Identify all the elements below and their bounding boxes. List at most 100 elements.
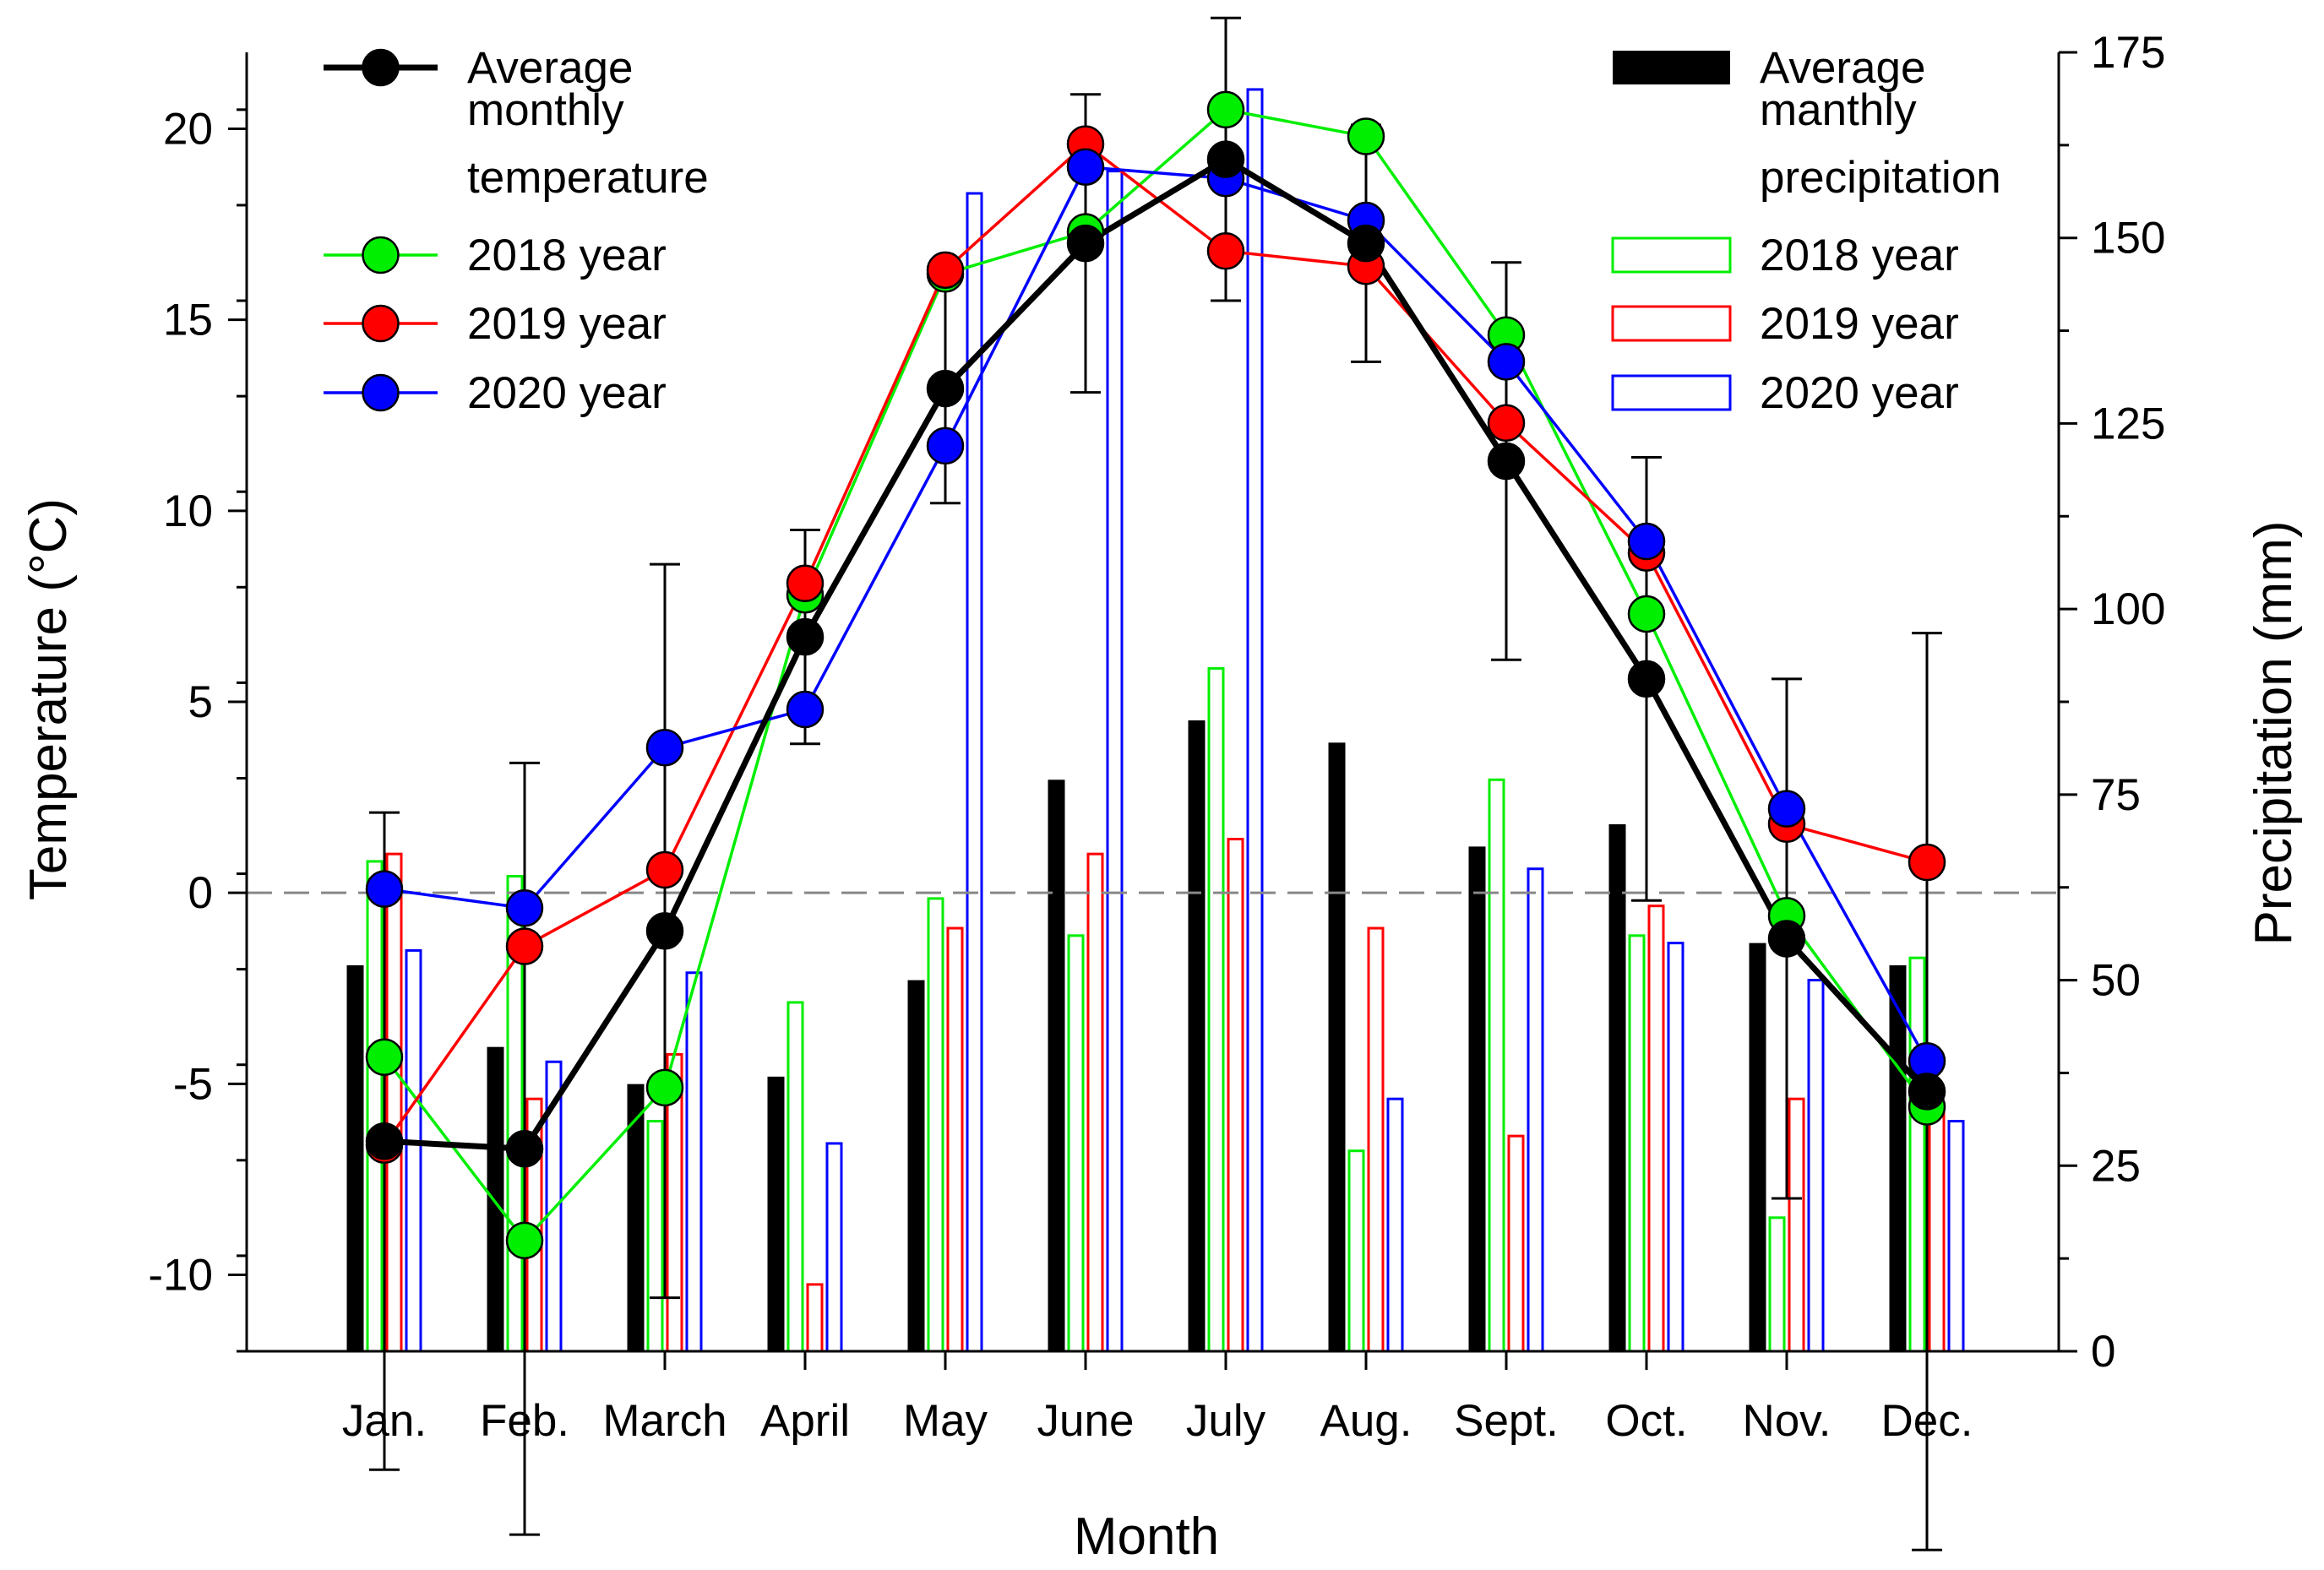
x-tick-label: April <box>760 1396 850 1446</box>
precipitation-bar <box>1928 1105 1946 1353</box>
temperature-lines <box>365 16 1946 1551</box>
precipitation-bar <box>806 1283 824 1353</box>
legend-bar-symbol <box>1611 374 1732 411</box>
temperature-point <box>365 1122 404 1160</box>
precipitation-bar <box>1647 905 1665 1353</box>
precipitation-bar <box>1086 852 1104 1353</box>
temperature-point <box>1627 522 1666 561</box>
temperature-point <box>1627 660 1666 698</box>
x-tick-label: Jan. <box>342 1396 427 1446</box>
temperature-point <box>926 369 965 408</box>
y-left-tick-label: 15 <box>163 296 213 345</box>
legend-marker-symbol <box>362 304 400 343</box>
precipitation-bar <box>767 1076 785 1351</box>
temperature-point <box>365 870 404 908</box>
temperature-point <box>1347 224 1385 263</box>
temperature-point <box>926 251 965 290</box>
precipitation-bar <box>1667 942 1684 1353</box>
temperature-point <box>1487 404 1526 443</box>
precipitation-bar <box>825 1142 843 1353</box>
temperature-point <box>505 1221 544 1260</box>
precipitation-bar <box>1628 934 1646 1353</box>
x-tick-label: Aug. <box>1320 1396 1412 1446</box>
precipitation-bar <box>1328 742 1346 1351</box>
legend-bar-symbol <box>1611 236 1732 274</box>
precipitation-bar <box>1386 1097 1404 1353</box>
y-axis-left-title: Temperature (°C) <box>19 498 78 900</box>
temperature-line <box>383 107 1929 1243</box>
axes: -10 -5 0 5 10 15 20 0 25 50 75 100 125 150 175 Jan. Feb.… <box>148 28 2165 1446</box>
precipitation-bar <box>1207 666 1225 1353</box>
precipitation-bar <box>1807 979 1825 1353</box>
x-tick-label: Nov. <box>1742 1396 1831 1446</box>
precipitation-bar <box>786 1001 804 1353</box>
temperature-line <box>384 165 1929 1062</box>
precipitation-bar <box>907 980 925 1351</box>
precipitation-bar <box>405 948 422 1353</box>
x-tick-label: May <box>903 1396 988 1446</box>
x-tick-label: March <box>602 1396 727 1446</box>
y-right-tick-label: 175 <box>2091 28 2165 78</box>
precipitation-bar <box>1067 934 1085 1353</box>
precipitation-bars <box>346 88 1965 1353</box>
precipitation-bar <box>1749 943 1766 1351</box>
y-right-tick-label: 150 <box>2091 214 2165 263</box>
precipitation-bar <box>1889 964 1907 1351</box>
y-right-tick-label: 0 <box>2091 1327 2115 1377</box>
y-left-tick-label: 20 <box>163 104 213 154</box>
legend-label: Average <box>1760 43 1925 93</box>
y-axis-right-title: Precipitation (mm) <box>2245 521 2303 946</box>
x-tick-label: July <box>1186 1396 1266 1446</box>
temperature-point <box>645 729 684 767</box>
precipitation-bar <box>487 1046 504 1351</box>
temperature-point <box>365 1038 404 1076</box>
legend-bar-symbol <box>1611 305 1732 342</box>
legend-label: temperature <box>467 153 709 203</box>
legend-label: 2018 year <box>467 231 667 280</box>
y-left-tick-label: 10 <box>163 486 213 536</box>
legend-marker-symbol <box>362 373 400 412</box>
precipitation-bar <box>627 1084 645 1351</box>
temperature-point <box>1206 90 1245 129</box>
precipitation-bar <box>927 897 944 1353</box>
precipitation-bar <box>1488 778 1505 1353</box>
y-left-tick-label: 5 <box>188 677 213 727</box>
temperature-point <box>786 617 825 656</box>
temperature-line <box>383 142 1928 1146</box>
precipitation-bar <box>646 1120 664 1353</box>
temperature-point <box>786 564 825 603</box>
precipitation-bar <box>685 971 703 1353</box>
temperature-point <box>1487 442 1526 481</box>
legend-label: precipitation <box>1760 153 2001 203</box>
x-tick-label: Oct. <box>1605 1396 1687 1446</box>
y-right-tick-label: 50 <box>2091 956 2141 1006</box>
x-tick-label: June <box>1037 1396 1135 1446</box>
temperature-point <box>505 927 544 965</box>
legend-label: 2019 year <box>1760 299 1959 349</box>
x-axis-title: Month <box>1074 1508 1219 1566</box>
precipitation-bar <box>1908 956 1926 1353</box>
precipitation-bar <box>1507 1134 1525 1353</box>
precipitation-bar <box>366 860 384 1353</box>
temperature-point <box>645 912 684 950</box>
legend-bar-symbol <box>1613 51 1730 84</box>
temperature-point <box>1066 224 1105 263</box>
y-left-tick-label: 0 <box>188 868 213 918</box>
precipitation-bar <box>1367 926 1385 1353</box>
temperature-point <box>1908 843 1946 882</box>
legend-label: 2020 year <box>467 368 667 418</box>
temperature-point <box>1767 790 1806 828</box>
temperature-point <box>1487 343 1526 381</box>
temperature-point <box>786 690 825 729</box>
legend-label: 2020 year <box>1760 368 1959 418</box>
precipitation-bar <box>385 852 403 1353</box>
precipitation-bar <box>1788 1097 1805 1353</box>
legend-label: 2019 year <box>467 299 667 349</box>
temperature-point <box>1206 231 1245 270</box>
temperature-point <box>505 1130 544 1168</box>
legend-marker-symbol <box>362 236 400 274</box>
precipitation-bar <box>1227 838 1244 1353</box>
temperature-point <box>1347 117 1385 155</box>
legend-label: manthly <box>1760 85 1917 135</box>
